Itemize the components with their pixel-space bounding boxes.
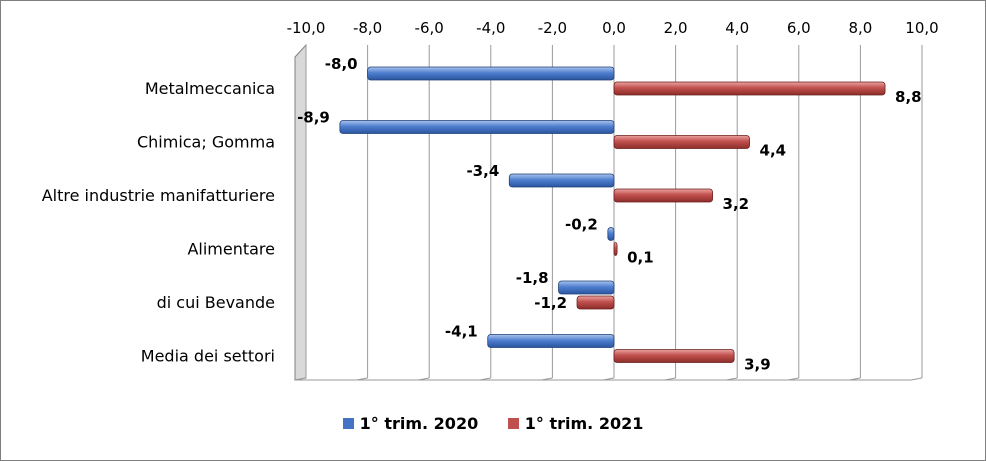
data-label-2021: 4,4 [760, 142, 787, 160]
x-tick-label: 6,0 [787, 19, 811, 37]
x-tick-label: -8,0 [353, 19, 382, 37]
category-label: Chimica; Gomma [137, 133, 275, 152]
category-label: di cui Bevande [157, 293, 275, 312]
x-tick-label: -4,0 [476, 19, 505, 37]
bar-2021 [613, 81, 886, 96]
left-wall [294, 43, 307, 381]
bar-2020 [508, 173, 615, 188]
x-tick-label: 10,0 [905, 19, 938, 37]
bar-2021 [613, 188, 713, 203]
data-label-2020: -1,8 [516, 269, 549, 287]
bar-2021 [613, 242, 618, 256]
bar-2020 [607, 227, 615, 241]
bar-2020 [487, 334, 615, 348]
data-label-2021: 3,2 [723, 195, 750, 213]
x-tick-label: -2,0 [538, 19, 567, 37]
bar-2020 [367, 66, 615, 81]
legend-item-2021: 1° trim. 2021 [507, 414, 644, 433]
data-label-2020: -3,4 [466, 162, 499, 180]
data-label-2021: 0,1 [627, 249, 654, 267]
bar-2021 [613, 135, 750, 149]
x-tick-label: -10,0 [287, 19, 326, 37]
x-tick-label: 8,0 [848, 19, 872, 37]
bar-2021 [576, 295, 615, 310]
data-label-2020: -0,2 [565, 216, 598, 234]
data-label-2021: 8,8 [895, 88, 922, 106]
gridline-foot [910, 377, 923, 381]
legend-item-2020: 1° trim. 2020 [342, 414, 479, 433]
legend-label-2020: 1° trim. 2020 [359, 414, 479, 433]
x-tick-label: 4,0 [725, 19, 749, 37]
legend-swatch-2021 [507, 418, 519, 429]
category-label: Metalmeccanica [145, 79, 275, 98]
data-label-2021: 3,9 [744, 356, 771, 374]
category-label: Altre industrie manifatturiere [42, 186, 275, 205]
data-label-2020: -4,1 [445, 323, 478, 341]
legend-label-2021: 1° trim. 2021 [524, 414, 644, 433]
x-tick-label: 0,0 [602, 19, 626, 37]
data-label-2020: -8,0 [325, 55, 358, 73]
data-label-2021: -1,2 [534, 294, 567, 312]
category-label: Media dei settori [141, 347, 275, 366]
legend: 1° trim. 2020 1° trim. 2021 [0, 414, 986, 433]
bar-2020 [558, 280, 615, 295]
bar-2021 [613, 349, 735, 363]
category-label: Alimentare [187, 240, 275, 259]
x-tick-label: -6,0 [415, 19, 444, 37]
x-tick-label: 2,0 [664, 19, 688, 37]
data-label-2020: -8,9 [297, 109, 330, 127]
legend-swatch-2020 [342, 418, 354, 429]
bar-2020 [339, 120, 615, 134]
